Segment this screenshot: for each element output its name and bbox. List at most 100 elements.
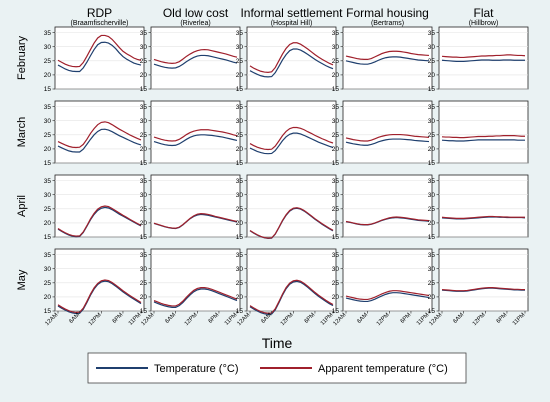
y-tick-label: 20 [332,146,340,153]
x-axis-title: Time [262,335,293,351]
row-label: April [16,195,28,217]
panel: 15 20 25 30 35 [428,174,529,241]
panel: 15 20 25 30 35 [332,174,433,241]
y-tick-label: 20 [332,220,340,227]
y-tick-label: 25 [140,58,148,65]
y-tick-label: 25 [428,58,436,65]
y-tick-label: 20 [428,294,436,301]
panel-frame [150,26,241,90]
y-tick-label: 20 [236,294,244,301]
apparent-temperature-line [153,213,238,229]
y-tick-label: 25 [140,206,148,213]
x-tick-label: 6AM [356,312,369,325]
y-tick-label: 30 [332,192,340,199]
column-subtitle: (Braamfischerville) [71,20,129,27]
apparent-temperature-line [249,279,334,314]
y-tick-label: 30 [428,118,436,125]
panel: 15 20 25 30 35 [140,100,241,167]
y-tick-label: 20 [44,294,52,301]
apparent-temperature-line [441,287,525,292]
y-tick-label: 15 [236,234,244,241]
y-tick-label: 15 [428,234,436,241]
panel-frame [438,26,529,90]
y-tick-label: 20 [428,72,436,79]
y-tick-label: 20 [44,146,52,153]
y-tick-label: 30 [44,266,52,273]
y-tick-label: 15 [428,86,436,93]
legend: Temperature (°C) Apparent temperature (°… [87,352,467,384]
panel: 15 20 25 30 35 [44,174,145,241]
apparent-temperature-line [249,126,334,151]
y-tick-label: 35 [236,30,244,37]
y-tick-label: 20 [236,72,244,79]
y-tick-label: 25 [236,280,244,287]
column-subtitle: (Riverlea) [180,20,210,27]
apparent-temperature-line [153,287,238,307]
y-tick-label: 30 [140,44,148,51]
y-tick-label: 15 [236,160,244,167]
panel-frame [438,174,529,238]
apparent-temperature-line [57,279,142,314]
y-tick-label: 30 [140,192,148,199]
y-tick-label: 30 [44,44,52,51]
y-tick-label: 35 [236,252,244,259]
panel-frame [342,248,433,312]
y-tick-label: 20 [236,220,244,227]
y-tick-label: 25 [236,206,244,213]
y-tick-label: 30 [140,266,148,273]
apparent-temperature-line [345,216,430,226]
panel-frame [150,100,241,164]
x-tick-label: 6PM [208,312,221,325]
y-tick-label: 35 [428,178,436,185]
y-tick-label: 20 [140,294,148,301]
x-tick-label: 6AM [68,312,81,325]
x-tick-label: 12PM [472,312,487,327]
apparent-temperature-line [249,42,334,73]
y-tick-label: 25 [44,280,52,287]
column-subtitle: (Hillbrow) [469,20,499,27]
panel-frame [438,248,529,312]
y-tick-label: 30 [332,118,340,125]
y-tick-label: 15 [140,234,148,241]
column-subtitle: (Hospital Hill) [271,20,313,27]
y-tick-label: 30 [44,118,52,125]
apparent-temperature-line [249,207,334,239]
y-tick-label: 15 [332,160,340,167]
panel: 15 20 25 30 35 [332,100,433,167]
y-tick-label: 20 [428,220,436,227]
y-tick-label: 35 [44,178,52,185]
x-tick-label: 12PM [280,312,295,327]
panel: 15 20 25 30 35 [428,100,529,167]
y-tick-label: 15 [236,86,244,93]
temperature-line [441,59,525,62]
apparent-temperature-line [345,290,430,301]
y-tick-label: 15 [332,86,340,93]
y-tick-label: 25 [44,206,52,213]
temperature-line [57,280,142,315]
temperature-line [249,280,334,315]
column-title: RDP [87,6,112,20]
y-tick-label: 15 [44,308,52,315]
y-tick-label: 35 [428,252,436,259]
y-tick-label: 15 [44,234,52,241]
y-tick-label: 20 [236,146,244,153]
panel-frame [54,248,145,312]
y-tick-label: 35 [332,178,340,185]
y-tick-label: 35 [44,30,52,37]
y-tick-label: 25 [428,206,436,213]
y-tick-label: 30 [140,118,148,125]
panel: 15 20 25 30 35 [428,26,529,93]
y-tick-label: 30 [236,44,244,51]
column-titles: RDP(Braamfischerville) Old low cost(River… [71,6,499,27]
row-labels: February March April May [16,35,28,290]
column-title: Formal housing [346,6,429,20]
temperature-line [345,56,430,65]
y-tick-label: 35 [428,104,436,111]
x-tick-label: 6AM [164,312,177,325]
y-tick-label: 25 [44,132,52,139]
temperature-line [345,292,430,303]
